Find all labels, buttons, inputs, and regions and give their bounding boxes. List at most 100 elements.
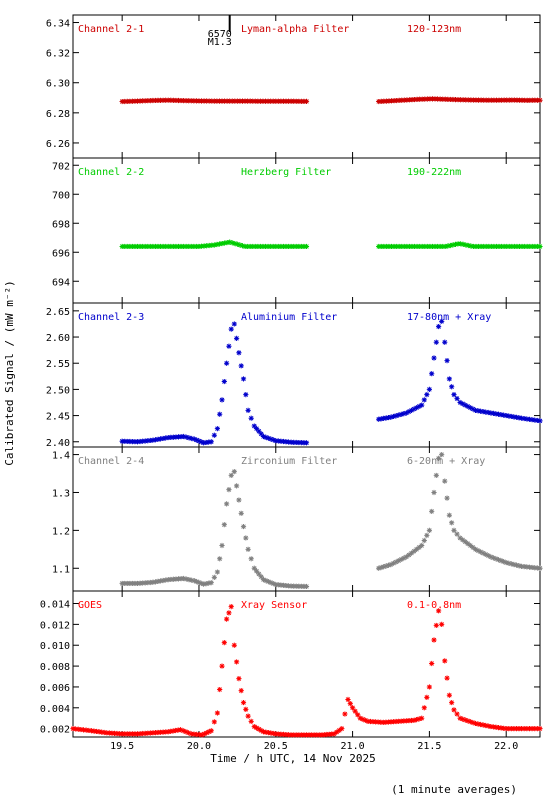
- y-tick-label: 6.26: [46, 139, 70, 150]
- data-point: [446, 376, 452, 382]
- data-point: [199, 732, 205, 738]
- data-point: [201, 731, 207, 737]
- data-point: [226, 610, 232, 616]
- data-point: [303, 98, 310, 105]
- data-point: [444, 358, 450, 364]
- data-point: [183, 434, 189, 440]
- panel-label: Channel 2-1: [78, 24, 144, 35]
- data-point: [221, 378, 227, 385]
- data-point: [231, 469, 237, 475]
- x-tick-label: 21.5: [417, 741, 441, 752]
- data-point: [224, 360, 230, 366]
- y-tick-label: 0.010: [40, 641, 70, 652]
- data-point: [483, 551, 489, 557]
- panel-label: GOES: [78, 600, 102, 611]
- data-point: [260, 577, 267, 583]
- panel-frame: [72, 446, 541, 592]
- data-point: [411, 548, 417, 554]
- data-point: [263, 434, 269, 440]
- data-point: [524, 416, 530, 422]
- data-point: [238, 363, 244, 369]
- data-point: [345, 696, 351, 703]
- panel-1: 694 696 698 700 702 Channel 2-2 Herzberg Filte…: [52, 157, 543, 304]
- y-tick-label: 6.30: [46, 79, 70, 90]
- data-point: [529, 417, 535, 423]
- data-point: [334, 729, 340, 735]
- x-tick-label: 19.5: [110, 741, 134, 752]
- panel-label: Channel 2-4: [78, 456, 144, 467]
- data-point: [508, 561, 514, 567]
- data-point: [396, 412, 402, 418]
- data-point: [467, 542, 473, 549]
- data-point: [245, 713, 251, 719]
- data-point: [260, 433, 267, 440]
- y-tick-label: 0.006: [40, 683, 70, 694]
- data-point: [426, 527, 432, 533]
- data-point: [532, 417, 538, 423]
- data-point: [226, 343, 232, 349]
- data-point: [503, 559, 509, 566]
- data-point: [431, 637, 437, 643]
- data-point: [421, 537, 427, 544]
- data-point: [183, 576, 189, 582]
- data-point: [191, 731, 197, 737]
- data-point: [426, 684, 432, 690]
- data-point: [444, 495, 450, 501]
- y-tick-label: 0.002: [40, 725, 70, 736]
- chart-panels: 6.26 6.28 6.30 6.32 6.34 Channel 2-1 Lyman-alp…: [40, 14, 543, 752]
- data-point: [467, 405, 473, 411]
- data-point: [203, 581, 209, 587]
- data-point: [238, 510, 244, 516]
- data-point: [398, 411, 404, 417]
- data-point: [251, 565, 257, 571]
- y-tick-label: 2.40: [46, 438, 70, 449]
- data-point: [470, 719, 476, 726]
- data-point: [208, 580, 214, 586]
- data-point: [421, 397, 427, 403]
- data-point: [239, 243, 246, 249]
- data-point: [355, 712, 361, 718]
- panel-label: Channel 2-2: [78, 167, 144, 178]
- y-tick-label: 1.4: [52, 451, 70, 462]
- data-point: [463, 242, 469, 248]
- panel-frame: [72, 302, 541, 448]
- data-point: [362, 717, 368, 723]
- data-point: [188, 731, 194, 737]
- footnote: (1 minute averages): [391, 783, 517, 796]
- data-point: [449, 699, 455, 706]
- data-point: [185, 730, 192, 736]
- data-point: [347, 701, 353, 707]
- data-point: [472, 720, 479, 727]
- y-tick-label: 2.65: [46, 307, 70, 318]
- data-point: [200, 581, 207, 587]
- data-point: [458, 241, 464, 247]
- data-point: [457, 715, 463, 721]
- data-point: [445, 243, 451, 249]
- data-point: [532, 726, 538, 732]
- data-point: [253, 568, 260, 574]
- panel-label: Xray Sensor: [241, 600, 307, 611]
- y-tick-label: 702: [52, 161, 70, 172]
- data-point: [219, 663, 225, 669]
- data-point: [454, 711, 460, 717]
- data-point: [198, 439, 204, 445]
- data-point: [501, 559, 507, 565]
- data-point: [268, 579, 274, 586]
- data-point: [449, 384, 455, 390]
- data-point: [532, 565, 538, 571]
- data-point: [406, 409, 412, 415]
- data-point: [189, 435, 195, 442]
- data-point: [70, 726, 76, 732]
- data-point: [208, 439, 214, 445]
- data-point: [349, 705, 356, 711]
- data-point: [181, 575, 187, 582]
- data-point: [217, 686, 223, 693]
- data-point: [217, 411, 223, 417]
- data-point: [513, 562, 520, 568]
- data-point: [457, 399, 463, 406]
- data-point: [196, 732, 202, 738]
- data-point: [433, 472, 439, 479]
- data-point: [408, 550, 415, 556]
- data-point: [480, 550, 486, 556]
- data-point: [524, 564, 530, 570]
